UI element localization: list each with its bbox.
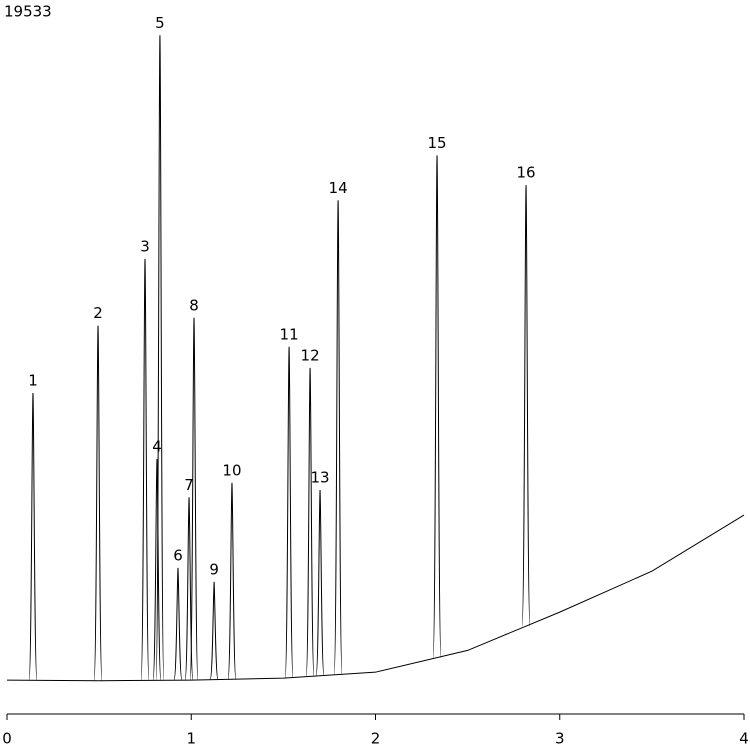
x-tick-label: 3 <box>555 730 565 748</box>
peak-label: 8 <box>189 296 199 314</box>
peak-label: 6 <box>173 546 183 564</box>
peak-label: 5 <box>155 14 165 32</box>
baseline <box>6 514 745 682</box>
peak <box>227 482 237 680</box>
x-tick-label: 4 <box>739 730 749 748</box>
peak <box>315 489 325 677</box>
peak <box>305 367 315 677</box>
chart-title: 19533 <box>4 3 52 21</box>
peak <box>432 155 442 659</box>
peak <box>333 200 343 676</box>
peak-label: 12 <box>301 346 320 364</box>
peak-label: 10 <box>222 461 241 479</box>
peak <box>140 258 150 681</box>
peak-label: 16 <box>516 164 535 182</box>
peak-label: 15 <box>427 134 446 152</box>
peak-label: 7 <box>184 476 194 494</box>
peak <box>284 346 294 679</box>
peak-label: 1 <box>28 372 38 390</box>
peak <box>28 392 38 681</box>
peak <box>152 458 162 681</box>
peak-label: 4 <box>152 438 162 456</box>
x-tick-label: 0 <box>2 730 12 748</box>
peak-label: 3 <box>140 238 150 256</box>
peak-label: 11 <box>280 325 299 343</box>
peak-label: 13 <box>310 469 329 487</box>
peak <box>189 317 199 681</box>
peak <box>209 581 219 681</box>
peak <box>155 35 165 681</box>
peak-label: 2 <box>93 304 103 322</box>
x-tick-label: 2 <box>371 730 381 748</box>
peak-label: 14 <box>329 179 348 197</box>
peak-label: 9 <box>209 560 219 578</box>
x-tick-label: 1 <box>186 730 196 748</box>
peak <box>93 325 103 682</box>
peak <box>173 567 183 681</box>
peak <box>521 185 531 627</box>
